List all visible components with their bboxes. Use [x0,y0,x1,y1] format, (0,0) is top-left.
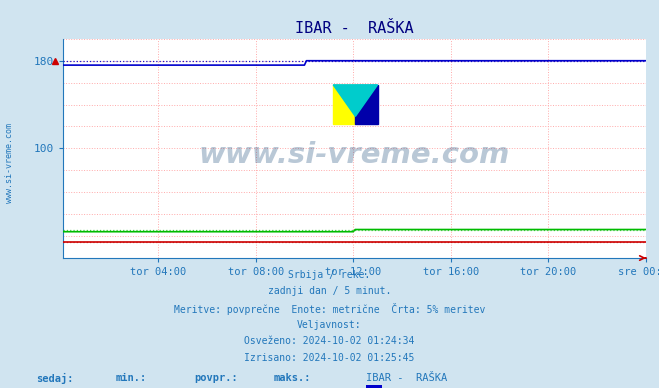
Title: IBAR -  RAŠKA: IBAR - RAŠKA [295,21,414,36]
Text: povpr.:: povpr.: [194,373,238,383]
Text: www.si-vreme.com: www.si-vreme.com [5,123,14,203]
Bar [355,85,378,124]
Polygon shape [333,85,378,116]
Text: Meritve: povprečne  Enote: metrične  Črta: 5% meritev: Meritve: povprečne Enote: metrične Črta:… [174,303,485,315]
Text: Srbija / reke.: Srbija / reke. [289,270,370,280]
Bar [333,85,355,124]
Text: Osveženo: 2024-10-02 01:24:34: Osveženo: 2024-10-02 01:24:34 [244,336,415,346]
Text: maks.:: maks.: [273,373,311,383]
Text: sedaj:: sedaj: [36,373,74,384]
Text: min.:: min.: [115,373,146,383]
Text: zadnji dan / 5 minut.: zadnji dan / 5 minut. [268,286,391,296]
Text: Izrisano: 2024-10-02 01:25:45: Izrisano: 2024-10-02 01:25:45 [244,353,415,363]
Text: Veljavnost:: Veljavnost: [297,320,362,330]
Text: www.si-vreme.com: www.si-vreme.com [198,141,510,169]
Text: IBAR -  RAŠKA: IBAR - RAŠKA [366,373,447,383]
